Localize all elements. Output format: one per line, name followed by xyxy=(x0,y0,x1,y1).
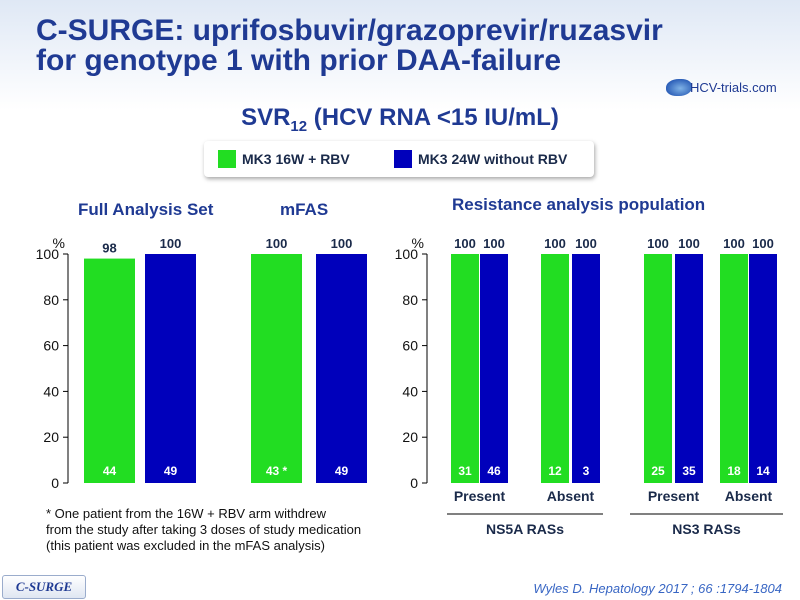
y-tick-label: 0 xyxy=(410,475,418,491)
logo-text: HCV-trials.com xyxy=(690,80,777,95)
footnote-line-3: (this patient was excluded in the mFAS a… xyxy=(46,538,325,553)
category-group-label: NS3 RASs xyxy=(672,521,741,537)
y-axis-unit: % xyxy=(53,235,65,251)
bar-value-label: 100 xyxy=(647,236,669,251)
y-tick-label: 0 xyxy=(51,475,59,491)
chart-legend: MK3 16W + RBV MK3 24W without RBV xyxy=(204,141,594,177)
bar-value-label: 100 xyxy=(752,236,774,251)
bar-n-label: 25 xyxy=(651,464,665,478)
category-group-label: NS5A RASs xyxy=(486,521,564,537)
subtitle-main: SVR xyxy=(241,104,291,131)
bar-value-label: 98 xyxy=(102,241,116,256)
category-label: Present xyxy=(454,488,506,504)
bar-n-label: 31 xyxy=(458,464,472,478)
bar-n-label: 44 xyxy=(103,464,117,478)
y-tick-label: 20 xyxy=(402,429,418,445)
y-tick-label: 40 xyxy=(402,383,418,399)
bar xyxy=(541,254,569,483)
subtitle-rest: (HCV RNA <15 IU/mL) xyxy=(307,104,559,131)
legend-label: MK3 16W + RBV xyxy=(242,151,350,167)
y-tick-label: 100 xyxy=(36,246,60,262)
citation: Wyles D. Hepatology 2017 ; 66 :1794-1804 xyxy=(533,581,782,596)
bar-n-label: 43 * xyxy=(266,464,288,478)
bar-n-label: 12 xyxy=(548,464,562,478)
legend-label: MK3 24W without RBV xyxy=(418,151,568,167)
liver-icon xyxy=(666,79,692,96)
bar xyxy=(251,254,302,483)
study-badge: C-SURGE xyxy=(2,575,86,599)
bar-n-label: 3 xyxy=(583,464,590,478)
y-tick-label: 40 xyxy=(43,383,59,399)
resistance-chart-title: Resistance analysis population xyxy=(452,195,706,214)
footnote-line-1: * One patient from the 16W + RBV arm wit… xyxy=(46,506,326,521)
bar-value-label: 100 xyxy=(678,236,700,251)
y-tick-label: 80 xyxy=(43,292,59,308)
y-tick-label: 100 xyxy=(395,246,419,262)
bar xyxy=(644,254,672,483)
bar xyxy=(84,258,135,483)
bar-value-label: 100 xyxy=(575,236,597,251)
bar-value-label: 100 xyxy=(454,236,476,251)
group-title-fas: Full Analysis Set xyxy=(78,200,214,219)
group-title-mfas: mFAS xyxy=(280,200,329,219)
y-axis-unit: % xyxy=(412,235,424,251)
bar-value-label: 100 xyxy=(483,236,505,251)
bar-value-label: 100 xyxy=(160,236,182,251)
bar-n-label: 35 xyxy=(682,464,696,478)
hcv-trials-logo: HCV-trials.com xyxy=(666,78,782,98)
bar xyxy=(749,254,777,483)
bar-value-label: 100 xyxy=(266,236,288,251)
bar xyxy=(720,254,748,483)
bar xyxy=(316,254,367,483)
category-label: Absent xyxy=(547,488,595,504)
bar-value-label: 100 xyxy=(723,236,745,251)
slide-title: C-SURGE: uprifosbuvir/grazoprevir/ruzasv… xyxy=(36,16,686,76)
title-line-2: for genotype 1 with prior DAA-failure xyxy=(36,44,562,77)
bar xyxy=(480,254,508,483)
bar xyxy=(451,254,479,483)
bar-n-label: 14 xyxy=(756,464,770,478)
legend-swatch-blue xyxy=(394,150,412,168)
bar-value-label: 100 xyxy=(544,236,566,251)
bar-value-label: 100 xyxy=(331,236,353,251)
y-tick-label: 20 xyxy=(43,429,59,445)
category-label: Present xyxy=(648,488,700,504)
bar xyxy=(675,254,703,483)
title-line-1: C-SURGE: uprifosbuvir/grazoprevir/ruzasv… xyxy=(36,14,663,47)
chart-subtitle: SVR12 (HCV RNA <15 IU/mL) xyxy=(0,104,800,135)
y-tick-label: 60 xyxy=(43,338,59,354)
bar xyxy=(572,254,600,483)
bar-n-label: 46 xyxy=(487,464,501,478)
bar-n-label: 49 xyxy=(164,464,178,478)
legend-swatch-green xyxy=(218,150,236,168)
category-label: Absent xyxy=(725,488,773,504)
bar-n-label: 49 xyxy=(335,464,349,478)
bar-n-label: 18 xyxy=(727,464,741,478)
bar xyxy=(145,254,196,483)
footnote: * One patient from the 16W + RBV arm wit… xyxy=(46,506,436,554)
footnote-line-2: from the study after taking 3 doses of s… xyxy=(46,522,362,537)
y-tick-label: 80 xyxy=(402,292,418,308)
y-tick-label: 60 xyxy=(402,338,418,354)
subtitle-subscript: 12 xyxy=(290,117,308,135)
